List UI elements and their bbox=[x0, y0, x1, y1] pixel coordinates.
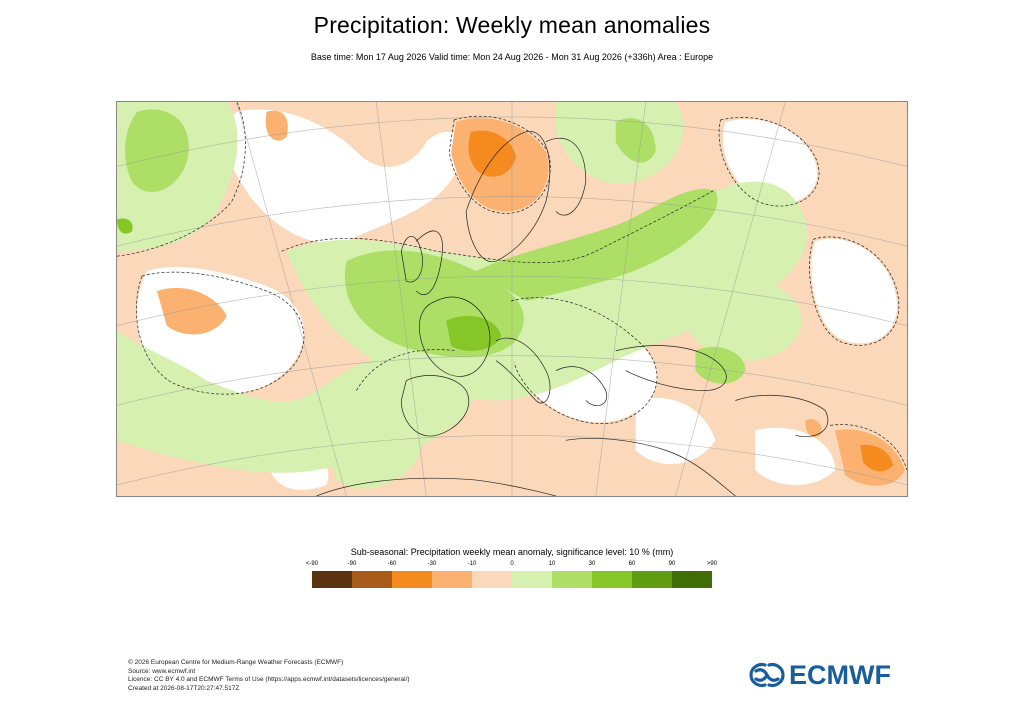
footer-credits: © 2026 European Centre for Medium-Range … bbox=[128, 659, 410, 693]
legend-swatch bbox=[592, 571, 632, 588]
legend-swatch bbox=[632, 571, 672, 588]
map-graticule bbox=[117, 102, 907, 496]
footer-line: Created at 2026-08-17T20:27:47.517Z bbox=[128, 684, 240, 692]
map-strong-negative bbox=[468, 130, 894, 472]
legend-swatch bbox=[512, 571, 552, 588]
footer-line: Licence: CC BY 4.0 and ECMWF Terms of Us… bbox=[128, 676, 410, 684]
map-coastlines bbox=[316, 131, 829, 496]
ecmwf-logo: ECMWF bbox=[748, 660, 891, 690]
legend-tick-label: >90 bbox=[706, 561, 718, 567]
legend-tick-label: 90 bbox=[668, 561, 676, 567]
legend-tick-label: -60 bbox=[387, 561, 397, 567]
ecmwf-logo-text: ECMWF bbox=[789, 659, 891, 690]
legend-tick-label: 10 bbox=[548, 561, 556, 567]
ecmwf-logo-icon bbox=[749, 662, 785, 688]
footer-line: Source: www.ecmwf.int bbox=[128, 667, 196, 675]
anomaly-map bbox=[116, 101, 908, 497]
legend-tick-label: 60 bbox=[628, 561, 636, 567]
legend-tick-label: -90 bbox=[347, 561, 357, 567]
page-title: Precipitation: Weekly mean anomalies bbox=[313, 12, 711, 38]
legend-swatch bbox=[352, 571, 392, 588]
page-subtitle: Base time: Mon 17 Aug 2026 Valid time: M… bbox=[310, 52, 714, 62]
legend-swatch bbox=[312, 571, 352, 588]
legend-tick-label: 0 bbox=[510, 561, 514, 567]
legend-swatch bbox=[472, 571, 512, 588]
footer-line: © 2026 European Centre for Medium-Range … bbox=[128, 659, 344, 666]
map-significance-contours bbox=[117, 102, 907, 471]
legend-tick-label: -10 bbox=[467, 561, 477, 567]
legend-swatch bbox=[672, 571, 712, 588]
map-strong-positive bbox=[117, 218, 502, 351]
map-neutral-areas bbox=[136, 109, 897, 490]
map-canvas bbox=[117, 102, 907, 496]
legend-tick-label: <-90 bbox=[305, 561, 319, 567]
legend-ticks: <-90 -90 -60 -30 -10 0 10 30 60 90 >90 bbox=[306, 561, 717, 571]
legend-swatch bbox=[432, 571, 472, 588]
legend-tick-label: -30 bbox=[427, 561, 437, 567]
legend-swatch bbox=[392, 571, 432, 588]
legend-title: Sub-seasonal: Precipitation weekly mean … bbox=[350, 547, 674, 557]
legend-tick-label: 30 bbox=[588, 561, 596, 567]
legend-swatch bbox=[552, 571, 592, 588]
legend-colorbar bbox=[312, 571, 712, 588]
